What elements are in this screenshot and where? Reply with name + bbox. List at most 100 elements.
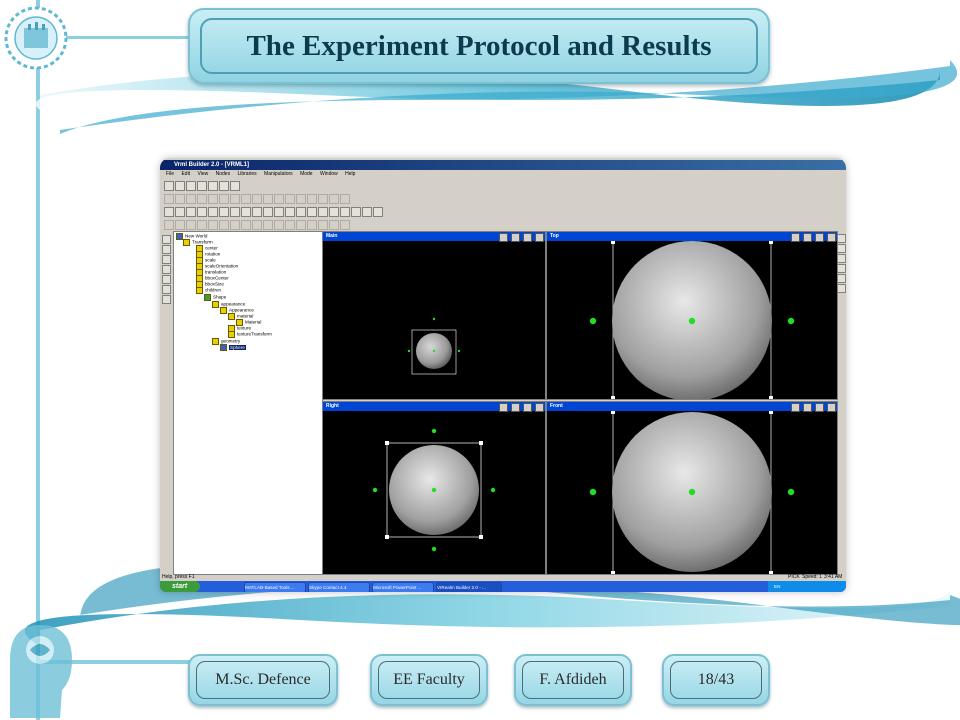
layout-icon[interactable] bbox=[373, 207, 383, 217]
task-button[interactable]: MATLAB-Based Tools ... bbox=[244, 582, 306, 592]
tool-icon[interactable] bbox=[307, 220, 317, 230]
node-tool-icon[interactable] bbox=[175, 194, 185, 204]
layout-icon[interactable] bbox=[340, 207, 350, 217]
tree-item[interactable]: Transform bbox=[183, 239, 213, 246]
pointer-icon[interactable] bbox=[164, 207, 174, 217]
tree-item[interactable]: appearance bbox=[212, 301, 245, 308]
viewport-front[interactable]: Front bbox=[546, 401, 838, 575]
scale-icon[interactable] bbox=[208, 207, 218, 217]
zoom-icon[interactable] bbox=[535, 403, 544, 412]
side-tool-icon[interactable] bbox=[162, 245, 171, 254]
camera-icon[interactable] bbox=[230, 207, 240, 217]
hand-icon[interactable] bbox=[523, 403, 532, 412]
tool-icon[interactable] bbox=[186, 220, 196, 230]
view-icon[interactable] bbox=[274, 207, 284, 217]
save-icon[interactable] bbox=[186, 181, 196, 191]
side-tool-icon[interactable] bbox=[162, 295, 171, 304]
arrows-icon[interactable] bbox=[791, 403, 800, 412]
layout-icon[interactable] bbox=[362, 207, 372, 217]
crosshair-icon[interactable] bbox=[285, 207, 295, 217]
tool-icon[interactable] bbox=[318, 220, 328, 230]
hand-icon[interactable] bbox=[815, 403, 824, 412]
zoom-icon[interactable] bbox=[827, 403, 836, 412]
zoom-icon[interactable] bbox=[535, 233, 544, 242]
view-icon[interactable] bbox=[263, 207, 273, 217]
node-tool-icon[interactable] bbox=[219, 194, 229, 204]
side-tool-icon[interactable] bbox=[162, 265, 171, 274]
side-tool-icon[interactable] bbox=[837, 284, 846, 293]
tree-item[interactable]: geometry bbox=[212, 338, 240, 345]
start-button[interactable]: start bbox=[160, 581, 200, 592]
tool-icon[interactable] bbox=[241, 220, 251, 230]
menu-file[interactable]: File bbox=[166, 171, 175, 177]
move-icon[interactable] bbox=[186, 207, 196, 217]
hand-icon[interactable] bbox=[523, 233, 532, 242]
arrows-icon[interactable] bbox=[499, 403, 508, 412]
viewport-top[interactable]: Top bbox=[546, 231, 838, 400]
task-button-active[interactable]: VrRealm Builder 2.0 - ... bbox=[436, 582, 502, 592]
layout-icon[interactable] bbox=[318, 207, 328, 217]
tool-icon[interactable] bbox=[340, 220, 350, 230]
node-tool-icon[interactable] bbox=[329, 194, 339, 204]
tool-icon[interactable] bbox=[175, 220, 185, 230]
layout-icon[interactable] bbox=[329, 207, 339, 217]
node-tool-icon[interactable] bbox=[241, 194, 251, 204]
tree-item[interactable]: Appearance bbox=[220, 307, 254, 314]
tool-icon[interactable] bbox=[197, 220, 207, 230]
side-tool-icon[interactable] bbox=[162, 255, 171, 264]
node-tool-icon[interactable] bbox=[340, 194, 350, 204]
cut-icon[interactable] bbox=[197, 181, 207, 191]
tool-icon[interactable] bbox=[230, 220, 240, 230]
task-button[interactable]: Microsoft PowerPoint ... bbox=[372, 582, 434, 592]
tree-item[interactable]: Sphere bbox=[220, 344, 246, 351]
viewport-right[interactable]: Right bbox=[322, 401, 546, 575]
tool-icon[interactable] bbox=[285, 220, 295, 230]
arrows-icon[interactable] bbox=[499, 233, 508, 242]
task-button[interactable]: Skype Contact 4.4 bbox=[308, 582, 370, 592]
layout-icon[interactable] bbox=[307, 207, 317, 217]
tool-icon[interactable] bbox=[164, 220, 174, 230]
tree-item[interactable]: textureTransform bbox=[228, 331, 272, 338]
side-tool-icon[interactable] bbox=[837, 254, 846, 263]
view-icon[interactable] bbox=[241, 207, 251, 217]
node-tool-icon[interactable] bbox=[252, 194, 262, 204]
menu-window[interactable]: Window bbox=[319, 171, 338, 177]
layout-icon[interactable] bbox=[351, 207, 361, 217]
menu-libraries[interactable]: Libraries bbox=[237, 171, 257, 177]
tree-item[interactable]: material bbox=[228, 313, 253, 320]
pencil-icon[interactable] bbox=[803, 233, 812, 242]
pencil-icon[interactable] bbox=[803, 403, 812, 412]
tool-icon[interactable] bbox=[263, 220, 273, 230]
node-tool-icon[interactable] bbox=[285, 194, 295, 204]
top-view-canvas[interactable] bbox=[547, 241, 837, 399]
tool-icon[interactable] bbox=[296, 220, 306, 230]
tool-icon[interactable] bbox=[208, 220, 218, 230]
front-view-canvas[interactable] bbox=[547, 411, 837, 574]
node-tool-icon[interactable] bbox=[186, 194, 196, 204]
new-file-icon[interactable] bbox=[164, 181, 174, 191]
side-tool-icon[interactable] bbox=[162, 285, 171, 294]
side-tool-icon[interactable] bbox=[837, 264, 846, 273]
menu-nodes[interactable]: Nodes bbox=[215, 171, 231, 177]
tool-icon[interactable] bbox=[219, 220, 229, 230]
pan-icon[interactable] bbox=[175, 207, 185, 217]
arrows-icon[interactable] bbox=[791, 233, 800, 242]
hand-icon[interactable] bbox=[815, 233, 824, 242]
language-indicator[interactable]: EN bbox=[774, 584, 781, 589]
copy-icon[interactable] bbox=[208, 181, 218, 191]
menu-help[interactable]: Help bbox=[345, 171, 356, 177]
rotate-icon[interactable] bbox=[197, 207, 207, 217]
side-tool-icon[interactable] bbox=[162, 235, 171, 244]
node-tool-icon[interactable] bbox=[274, 194, 284, 204]
menu-view[interactable]: View bbox=[197, 171, 209, 177]
zoom-icon[interactable] bbox=[827, 233, 836, 242]
node-tool-icon[interactable] bbox=[307, 194, 317, 204]
view-icon[interactable] bbox=[252, 207, 262, 217]
pencil-icon[interactable] bbox=[511, 403, 520, 412]
tree-item[interactable]: Shape bbox=[204, 294, 226, 301]
node-tool-icon[interactable] bbox=[164, 194, 174, 204]
tool-icon[interactable] bbox=[329, 220, 339, 230]
node-tool-icon[interactable] bbox=[296, 194, 306, 204]
side-tool-icon[interactable] bbox=[837, 274, 846, 283]
side-tool-icon[interactable] bbox=[162, 275, 171, 284]
